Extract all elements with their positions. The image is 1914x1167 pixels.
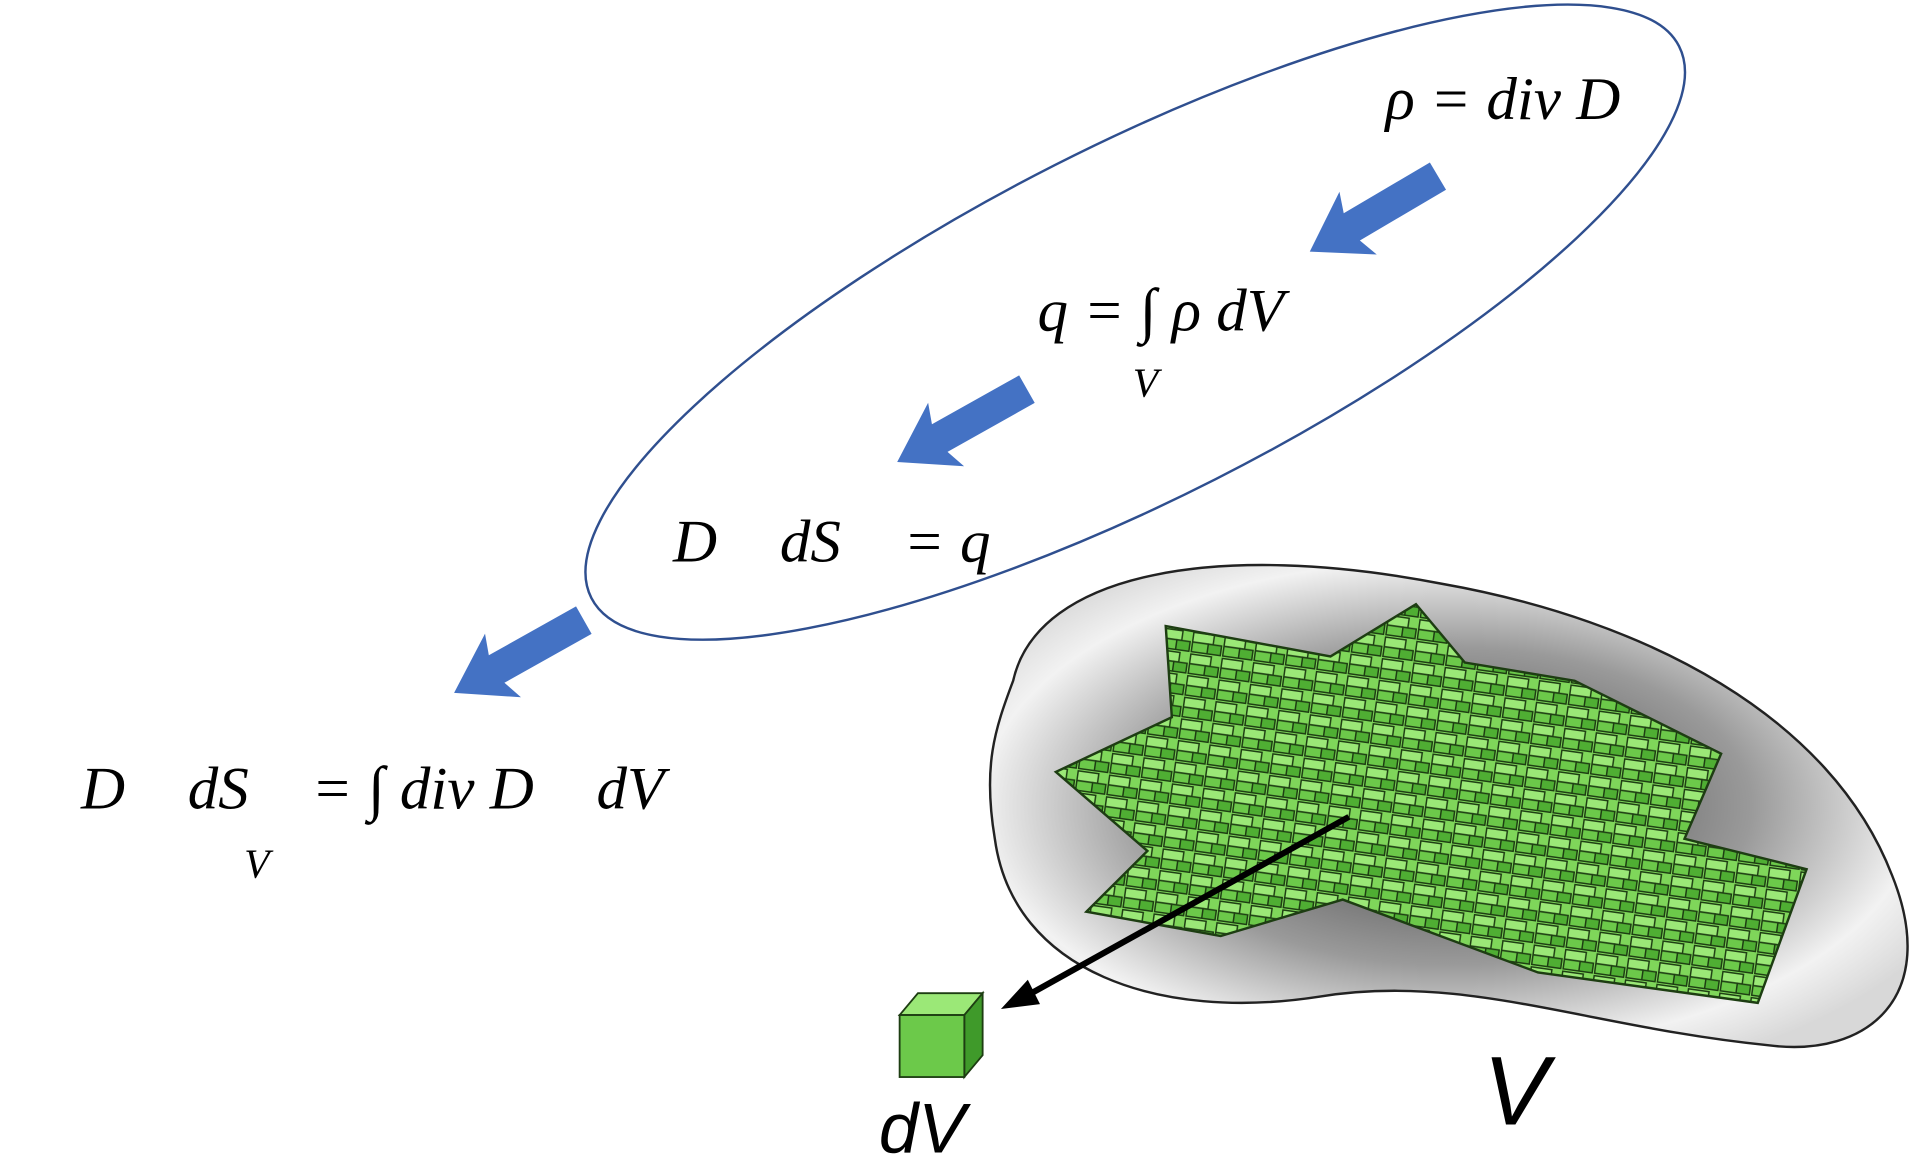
page: ρ = div D⃗ q = ∫ ρ dV V ∮ D⃗ dS⃗ = q ∮ D… (0, 0, 1914, 1167)
integral-limit: V (244, 841, 274, 887)
arrow (436, 588, 602, 724)
cube (900, 993, 983, 1077)
equation: ∮ D⃗ dS⃗ = q (610, 509, 990, 576)
equation: q = ∫ ρ dV (1038, 278, 1291, 348)
diagram: ρ = div D⃗ q = ∫ ρ dV V ∮ D⃗ dS⃗ = q ∮ D… (0, 0, 1914, 1167)
equation: ∮ D⃗ dS⃗ = ∫ div D⃗ dV (18, 756, 671, 826)
volume-label: V (1483, 1037, 1556, 1146)
arrow (1291, 145, 1456, 283)
arrow (879, 357, 1045, 493)
equation: ρ = div D⃗ (1383, 66, 1667, 133)
element-label: dV (879, 1089, 971, 1167)
integral-limit: V (1133, 359, 1163, 405)
